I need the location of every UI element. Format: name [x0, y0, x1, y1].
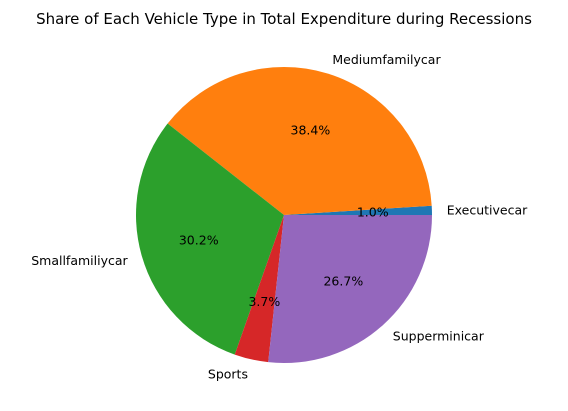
category-label-smallfamiliycar: Smallfamiliycar — [31, 253, 128, 268]
pie-slice-executivecar — [284, 205, 433, 215]
category-labels: Executivecar Mediumfamilycar Smallfamiliyc… — [31, 52, 528, 381]
category-label-sports: Sports — [208, 366, 248, 381]
pct-label-executivecar: 1.0% — [357, 205, 389, 220]
pct-label-smallfamiliycar: 30.2% — [179, 232, 219, 247]
chart-title: Share of Each Vehicle Type in Total Expe… — [36, 10, 532, 28]
category-label-supperminicar: Supperminicar — [393, 329, 485, 344]
pct-label-supperminicar: 26.7% — [323, 274, 363, 289]
category-label-mediumfamilycar: Mediumfamilycar — [332, 52, 441, 67]
percentage-labels: 1.0% 38.4% 30.2% 3.7% 26.7% — [179, 123, 389, 309]
category-label-executivecar: Executivecar — [447, 202, 528, 217]
pie-slice-supperminicar — [268, 215, 432, 363]
pct-label-mediumfamilycar: 38.4% — [291, 123, 331, 138]
pct-label-sports: 3.7% — [248, 294, 280, 309]
pie-slices — [136, 67, 433, 363]
pie-slice-sports — [234, 215, 284, 363]
pie-slice-smallfamiliycar — [136, 123, 284, 355]
pie-slice-mediumfamilycar — [167, 67, 432, 216]
